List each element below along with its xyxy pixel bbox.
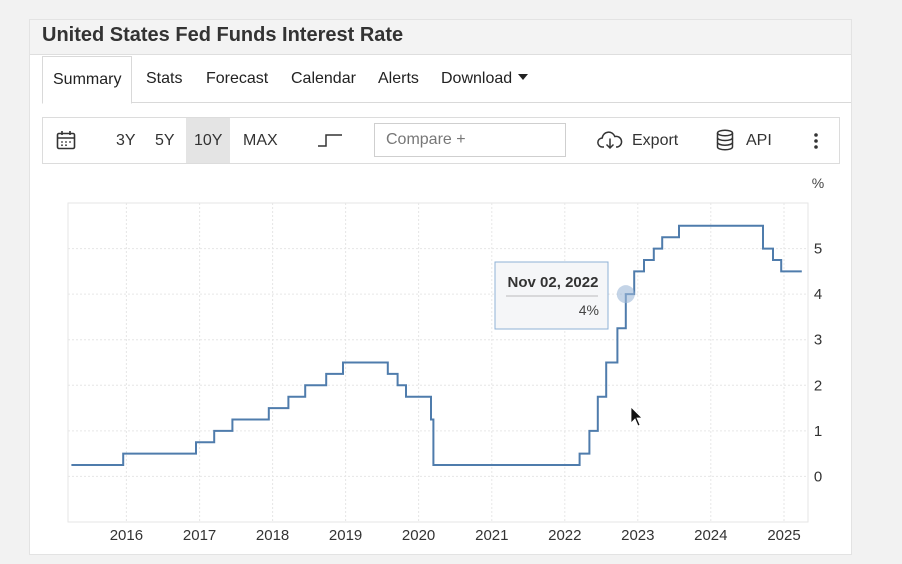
page-header: United States Fed Funds Interest Rate <box>30 20 851 55</box>
tab-bar: Summary Stats Forecast Calendar Alerts D… <box>42 56 851 104</box>
api-button[interactable]: API <box>746 118 772 163</box>
export-label: Export <box>632 132 679 149</box>
range-3y-label: 3Y <box>116 132 136 149</box>
range-5y-button[interactable]: 5Y <box>147 118 183 163</box>
compare-input[interactable] <box>374 123 566 157</box>
tab-summary[interactable]: Summary <box>42 56 133 104</box>
tab-download[interactable]: Download <box>441 56 529 102</box>
tab-stats-label: Stats <box>146 70 183 87</box>
database-icon[interactable] <box>716 129 734 151</box>
tab-stats[interactable]: Stats <box>146 56 182 102</box>
chart-panel: United States Fed Funds Interest Rate Su… <box>29 19 852 555</box>
tab-calendar[interactable]: Calendar <box>291 56 356 102</box>
caret-down-icon <box>518 73 529 80</box>
tab-summary-label: Summary <box>53 71 122 88</box>
tab-forecast-label: Forecast <box>206 70 269 87</box>
tab-download-label: Download <box>441 70 513 87</box>
page-title: United States Fed Funds Interest Rate <box>42 24 404 46</box>
calendar-icon[interactable] <box>56 130 76 150</box>
range-max-label: MAX <box>243 132 278 149</box>
range-5y-label: 5Y <box>155 132 175 149</box>
range-3y-button[interactable]: 3Y <box>108 118 144 163</box>
tab-forecast[interactable]: Forecast <box>206 56 268 102</box>
range-10y-label: 10Y <box>194 132 223 149</box>
export-button[interactable]: Export <box>632 118 678 163</box>
tab-alerts-label: Alerts <box>378 70 419 87</box>
tab-calendar-label: Calendar <box>291 70 356 87</box>
tab-alerts[interactable]: Alerts <box>378 56 419 102</box>
range-10y-button[interactable]: 10Y <box>186 118 231 163</box>
chart-toolbar: 3Y 5Y 10Y MAX Export API <box>42 117 840 164</box>
cloud-download-icon[interactable] <box>597 130 623 150</box>
range-max-button[interactable]: MAX <box>235 118 286 163</box>
more-vertical-icon[interactable] <box>813 132 819 150</box>
step-chart-icon[interactable] <box>317 131 343 149</box>
api-label: API <box>746 132 772 149</box>
